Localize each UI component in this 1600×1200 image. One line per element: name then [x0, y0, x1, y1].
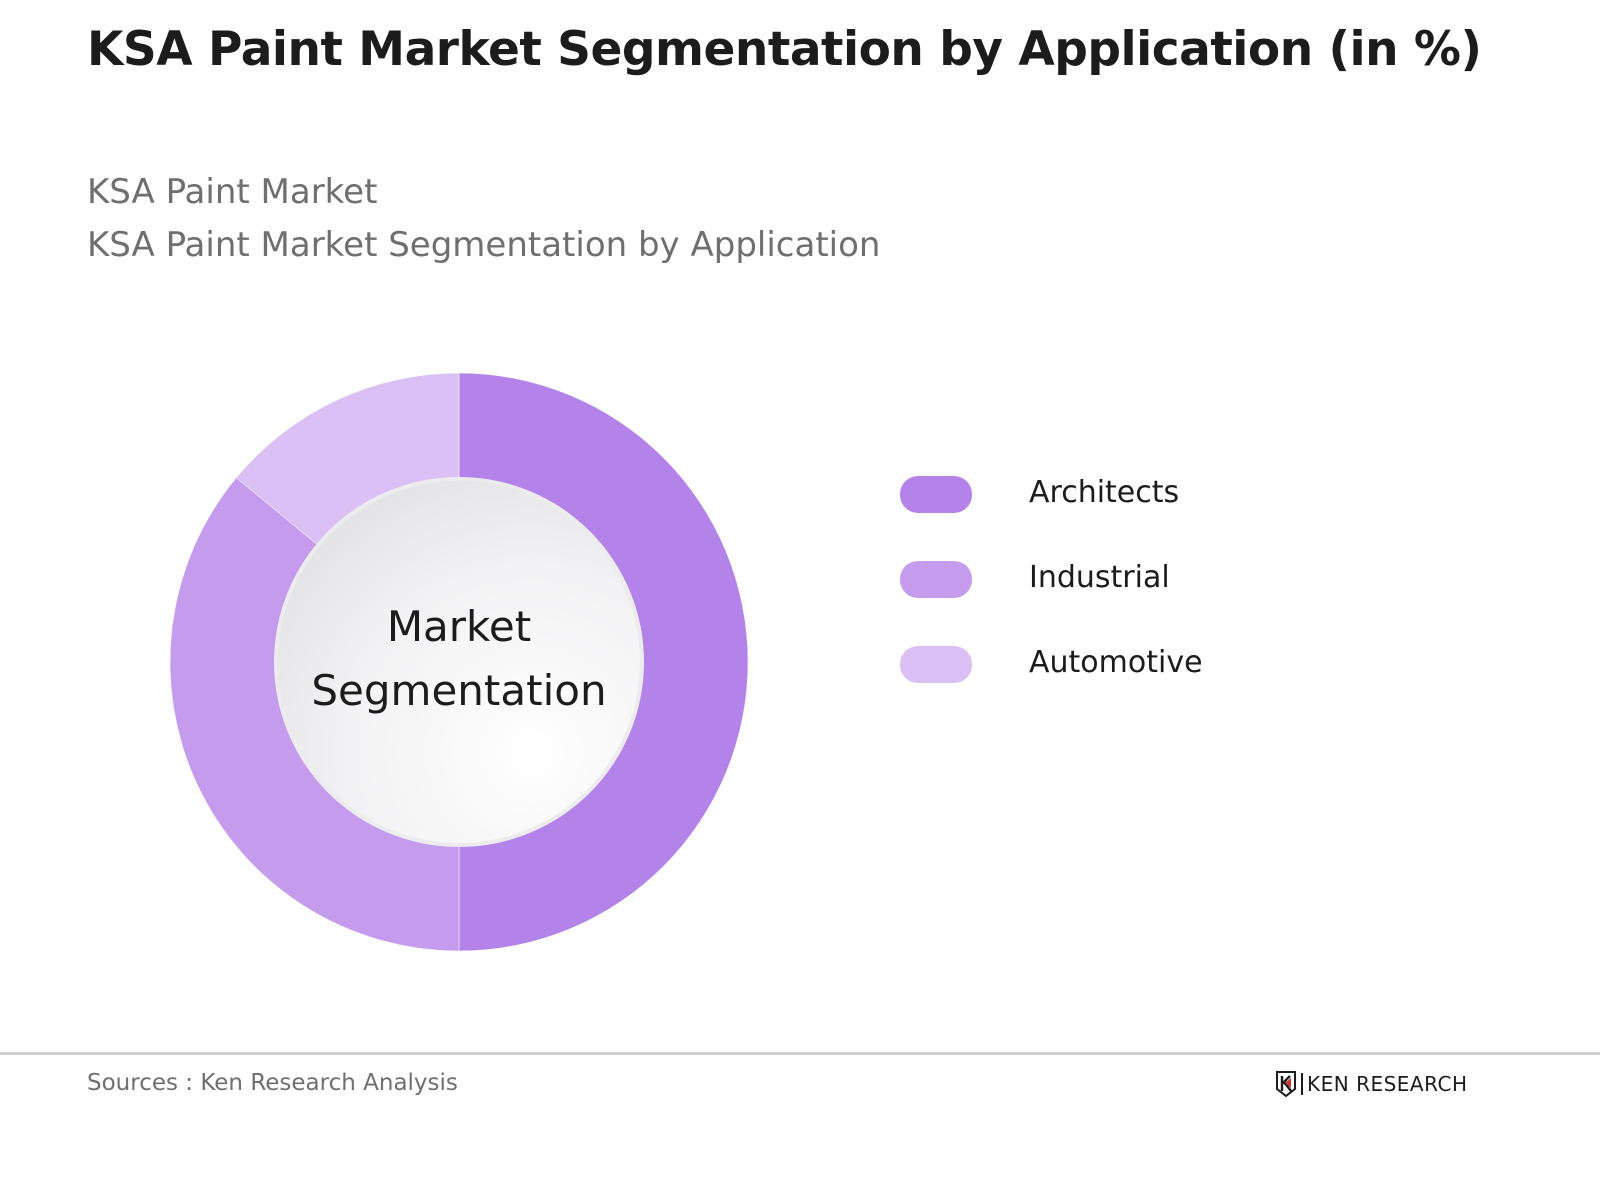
chart-subtitle-segmentation: KSA Paint Market Segmentation by Applica… [87, 225, 881, 265]
ken-research-logo-icon [1276, 1071, 1296, 1097]
donut-center-label: Market Segmentation [279, 595, 639, 723]
chart-title: KSA Paint Market Segmentation by Applica… [87, 22, 1482, 77]
legend-swatch-architects [900, 476, 972, 513]
legend-label-industrial: Industrial [1029, 560, 1170, 595]
logo-text: KEN RESEARCH [1307, 1072, 1468, 1096]
legend-swatch-industrial [900, 561, 972, 598]
inner-circle [278, 481, 640, 843]
chart-subtitle-market: KSA Paint Market [87, 172, 378, 212]
chart-legend: Architects Industrial Automotive [900, 452, 1203, 707]
legend-item-industrial: Industrial [900, 537, 1203, 622]
center-label-line2: Segmentation [311, 666, 607, 715]
logo-separator [1301, 1073, 1303, 1095]
source-note: Sources : Ken Research Analysis [87, 1070, 458, 1096]
legend-item-architects: Architects [900, 452, 1203, 537]
legend-item-automotive: Automotive [900, 622, 1203, 707]
ken-research-logo: KEN RESEARCH [1275, 1071, 1468, 1097]
center-label-line1: Market [386, 602, 532, 651]
footer-divider [0, 1052, 1600, 1055]
legend-label-architects: Architects [1029, 475, 1180, 510]
legend-swatch-automotive [900, 646, 972, 683]
legend-label-automotive: Automotive [1029, 645, 1203, 680]
